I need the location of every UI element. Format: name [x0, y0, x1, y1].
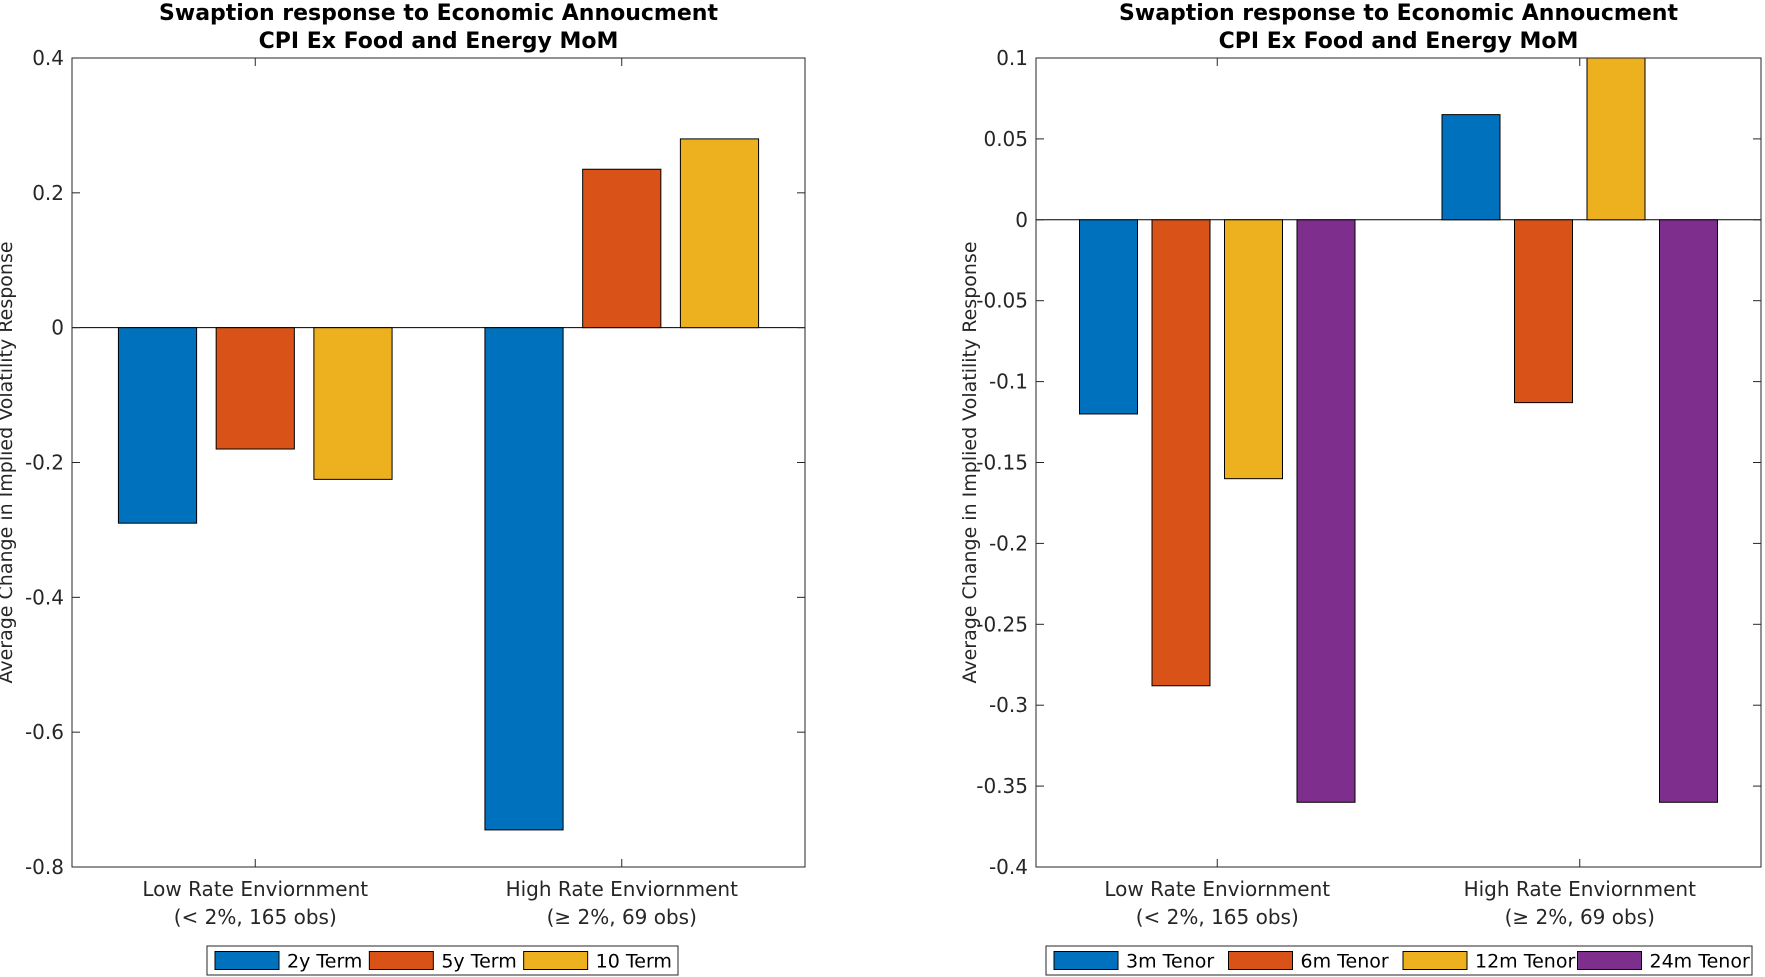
chart-subtitle: CPI Ex Food and Energy MoM	[1219, 29, 1579, 54]
bar-10-term-cat-1	[313, 327, 393, 480]
chart-2: -0.4 -0.35 -0.3 -0.25 -0.2 -0.15 -0.1 -0.05 0 0.0…	[959, 1, 1762, 976]
x-tick-label: (≥ 2%, 69 obs)	[547, 905, 697, 929]
bar-6m-tenor-cat-1	[1151, 219, 1211, 687]
bar-24m-tenor-cat-2	[1659, 219, 1718, 803]
legend-swatch	[214, 951, 280, 970]
y-tick-label: 0.2	[32, 181, 64, 205]
legend-label: 5y Term	[441, 951, 516, 973]
legend-label: 10 Term	[596, 951, 672, 973]
bar-12m-tenor-cat-2	[1586, 57, 1646, 221]
legend-swatch	[1402, 951, 1468, 970]
bar-2y-term-cat-1	[117, 327, 198, 524]
plot-area	[1036, 58, 1761, 867]
y-tick-label: -0.15	[976, 451, 1028, 475]
y-tick-label: 0.4	[32, 46, 64, 70]
y-tick-label: -0.2	[989, 531, 1028, 555]
y-tick-label: -0.3	[989, 693, 1028, 717]
x-tick-label: (< 2%, 165 obs)	[1136, 905, 1299, 929]
bar-2y-term-cat-2	[484, 327, 564, 831]
legend-label: 2y Term	[287, 951, 362, 973]
bar-3m-tenor-cat-2	[1441, 114, 1501, 221]
legend-swatch	[523, 951, 589, 970]
legend-box	[206, 945, 679, 976]
chart-subtitle: CPI Ex Food and Energy MoM	[259, 29, 619, 54]
x-tick-label: (< 2%, 165 obs)	[174, 905, 337, 929]
y-tick-label: -0.05	[976, 289, 1028, 313]
y-axis-label: Average Change in Implied Volatility Res…	[0, 241, 17, 683]
y-tick-label: 0	[51, 316, 64, 340]
y-tick-label: 0.05	[983, 127, 1028, 151]
y-axis-label: Average Change in Implied Volatility Res…	[959, 241, 981, 683]
x-tick-label: Low Rate Enviornment	[1104, 877, 1330, 901]
legend-swatch	[1577, 951, 1642, 970]
legend-swatch	[368, 951, 434, 970]
y-tick-label: 0.1	[996, 46, 1028, 70]
y-tick-label: -0.1	[989, 370, 1028, 394]
bar-3m-tenor-cat-1	[1079, 219, 1138, 415]
legend: 2y Term 5y Term 10 Term	[206, 945, 679, 976]
bar-5y-term-cat-2	[582, 168, 662, 329]
legend-label: 6m Tenor	[1301, 951, 1389, 973]
bar-12m-tenor-cat-1	[1224, 219, 1283, 480]
y-tick-label: -0.2	[25, 451, 64, 475]
chart-title: Swaption response to Economic Annoucment	[159, 1, 718, 26]
bar-6m-tenor-cat-2	[1514, 219, 1573, 404]
legend-label: 24m Tenor	[1650, 951, 1750, 973]
legend-label: 3m Tenor	[1126, 951, 1214, 973]
legend-swatch	[1053, 951, 1119, 970]
y-tick-label: -0.25	[976, 612, 1028, 636]
bar-5y-term-cat-1	[215, 327, 295, 450]
chart-title: Swaption response to Economic Annoucment	[1119, 1, 1678, 26]
y-tick-label: 0	[1015, 208, 1028, 232]
y-tick-label: -0.4	[989, 855, 1028, 879]
x-tick-label: High Rate Enviornment	[1464, 877, 1696, 901]
bar-10-term-cat-2	[679, 138, 760, 329]
x-tick-label: Low Rate Enviornment	[142, 877, 368, 901]
legend: 3m Tenor 6m Tenor 12m Tenor 24m Tenor	[1045, 945, 1753, 976]
legend-label: 12m Tenor	[1475, 951, 1575, 973]
y-tick-label: -0.35	[976, 774, 1028, 798]
bar-24m-tenor-cat-1	[1296, 219, 1356, 803]
chart-1: -0.8 -0.6 -0.4 -0.2 0 0.2 0.4 Low Rate Enviornm…	[0, 1, 806, 976]
y-tick-label: -0.8	[25, 855, 64, 879]
legend-swatch	[1228, 951, 1293, 970]
y-tick-label: -0.4	[25, 585, 64, 609]
y-tick-label: -0.6	[25, 720, 64, 744]
x-tick-label: High Rate Enviornment	[506, 877, 738, 901]
x-tick-label: (≥ 2%, 69 obs)	[1505, 905, 1655, 929]
